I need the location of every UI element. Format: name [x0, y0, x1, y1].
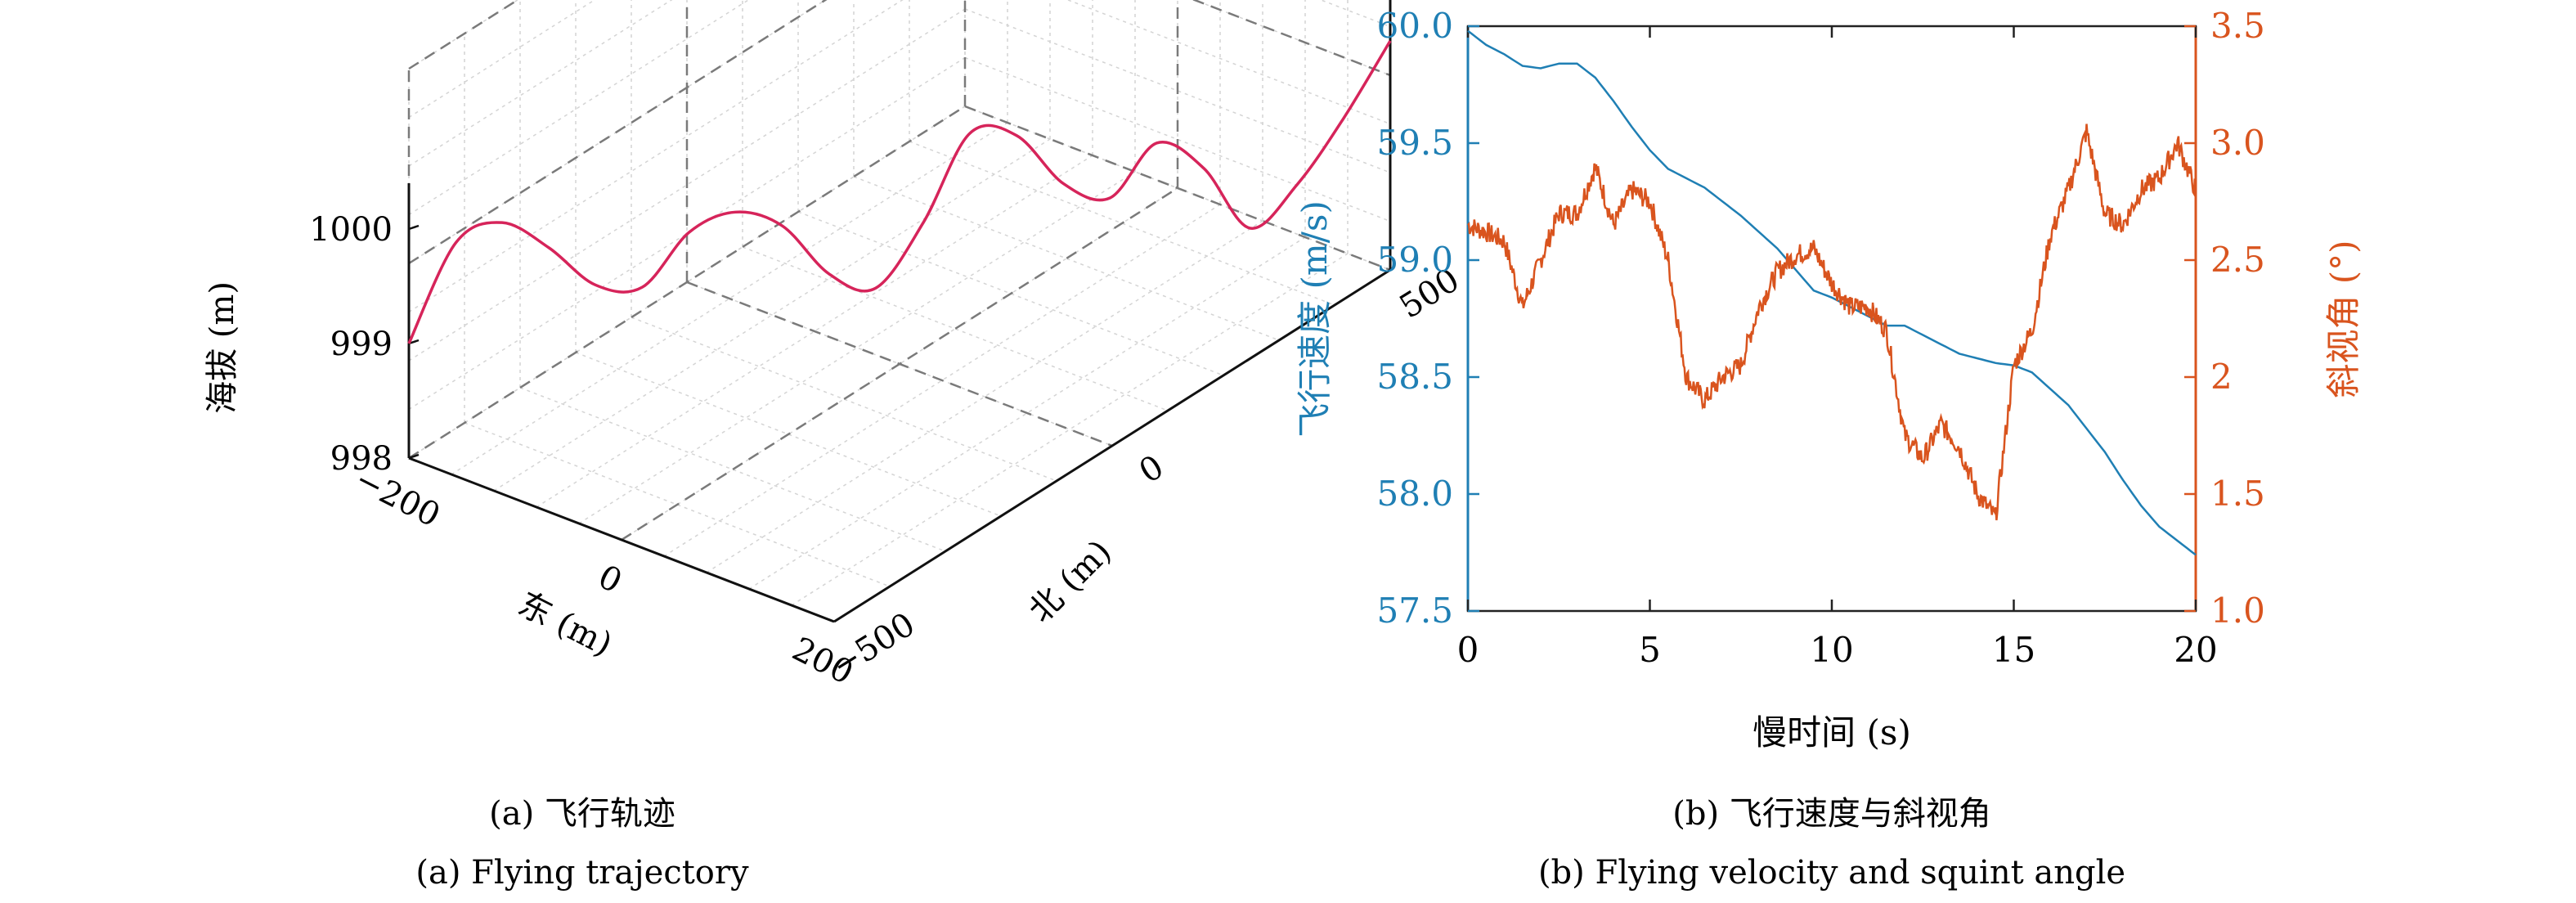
- left-tick-label: 58.0: [1376, 474, 1453, 514]
- floor-grid-line: [464, 422, 891, 587]
- east-tick-label: 0: [592, 558, 628, 601]
- caption-b-en: (b) Flying velocity and squint angle: [1538, 854, 2125, 892]
- chart-b-ticks: 0 5 10 15 20 57.5 58.0 58.5 59.0 59.5 60.0 1.0 1.5 2 2…: [1376, 6, 2264, 670]
- x-tick-label: 5: [1639, 630, 1661, 670]
- altitude-tick-label: 1000: [309, 211, 393, 249]
- floor-grid-line: [578, 171, 1136, 524]
- right-tick-label: 3.0: [2210, 123, 2265, 163]
- altitude-tick-mark: [408, 224, 420, 231]
- altitude-tick-label: 999: [330, 326, 393, 363]
- right-tick-label: 3.5: [2210, 6, 2265, 46]
- left-tick-label: 59.5: [1376, 123, 1453, 163]
- floor-major-line: [686, 281, 1113, 447]
- floor-grid-line: [742, 246, 1169, 411]
- chart-b-plot-frame: [1466, 25, 2197, 613]
- back-wall-grid-line: [964, 56, 1391, 222]
- floor-grid-line: [791, 253, 1349, 606]
- chart-a-trajectory-line: [407, 40, 1392, 344]
- chart-b-ylabel-right: 斜视角 (°): [2323, 240, 2363, 398]
- chart-a-box-edges: [407, 0, 1392, 623]
- box-edge-line: [408, 105, 966, 460]
- chart-a-xlabel: 东 (m): [512, 585, 617, 663]
- caption-b-cn: (b) 飞行速度与斜视角: [1672, 795, 1991, 833]
- chart-b-velocity-squint: 0 5 10 15 20 57.5 58.0 58.5 59.0 59.5 60.0 1.0 1.5 2 2…: [1295, 6, 2363, 752]
- x-tick-label: 15: [1992, 630, 2035, 670]
- x-tick-label: 0: [1457, 630, 1479, 670]
- right-tick-label: 1.0: [2210, 591, 2265, 631]
- left-tick-label: 58.5: [1376, 357, 1453, 397]
- floor-grid-line: [797, 211, 1224, 376]
- left-tick-label: 59.0: [1376, 240, 1453, 280]
- east-axis-line: [408, 456, 835, 623]
- left-tick-label: 60.0: [1376, 6, 1453, 46]
- x-tick-label: 10: [1810, 630, 1853, 670]
- chart-a-grid: [408, 0, 1391, 622]
- floor-grid-line: [909, 141, 1335, 306]
- back-wall-grid-line: [964, 8, 1391, 173]
- chart-b-velocity-line: [1467, 29, 2197, 556]
- x-tick-label: 20: [2174, 630, 2217, 670]
- north-axis-line: [833, 268, 1391, 623]
- right-tick-label: 2: [2210, 357, 2233, 397]
- floor-grid-line: [631, 317, 1057, 482]
- chart-b-squint-angle-line: [1467, 124, 2197, 521]
- floor-grid-line: [853, 176, 1280, 341]
- altitude-tick-label: 998: [330, 440, 393, 478]
- chart-b-xlabel: 慢时间 (s): [1752, 712, 1911, 752]
- chart-a-zlabel: 海拔 (m): [204, 281, 241, 414]
- left-wall-major-line: [408, 0, 828, 265]
- caption-a-cn: (a) 飞行轨迹: [489, 795, 675, 833]
- caption-a-en: (a) Flying trajectory: [415, 854, 749, 892]
- back-wall-major-line: [1192, 0, 1391, 77]
- box-edge-line: [964, 105, 1391, 272]
- north-tick-label: 0: [1133, 448, 1170, 491]
- chart-b-ylabel-left: 飞行速度 (m/s): [1295, 200, 1335, 438]
- right-tick-label: 2.5: [2210, 240, 2265, 280]
- floor-grid-line: [575, 352, 1002, 517]
- chart-a-ylabel: 北 (m): [1021, 532, 1119, 630]
- altitude-tick-mark: [408, 453, 420, 460]
- left-tick-label: 57.5: [1376, 591, 1453, 631]
- right-tick-label: 1.5: [2210, 474, 2265, 514]
- floor-grid-line: [519, 387, 946, 552]
